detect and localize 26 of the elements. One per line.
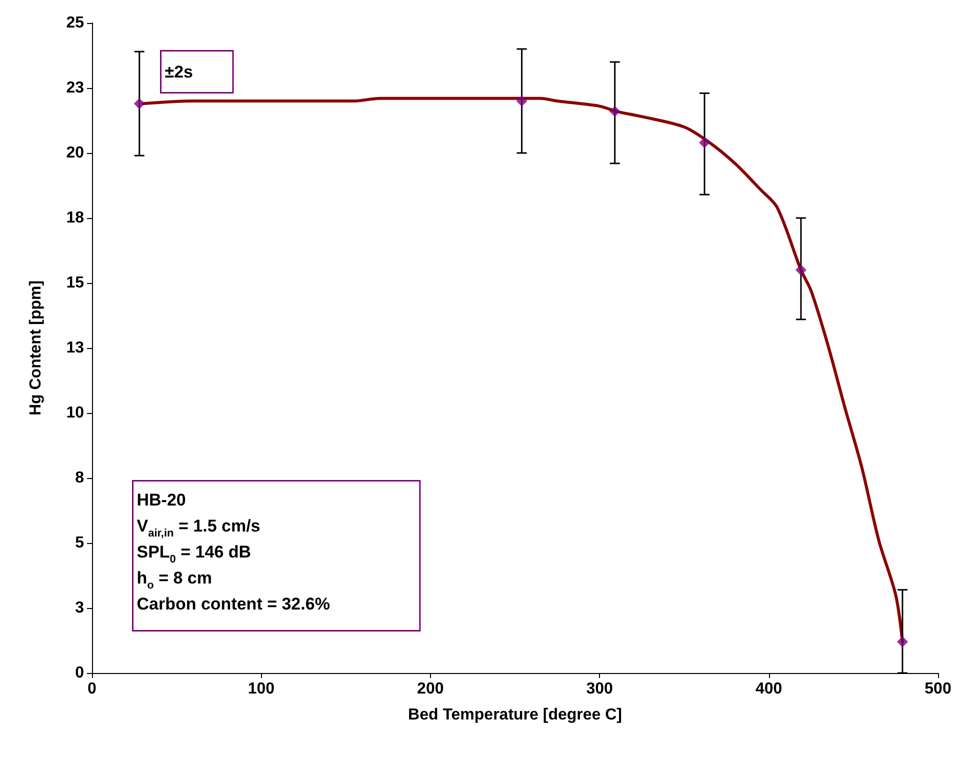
x-tick-label: 400 bbox=[755, 680, 782, 698]
y-tick-label: 18 bbox=[66, 210, 84, 226]
y-tick-label: 10 bbox=[66, 404, 84, 422]
y-tick-label: 3 bbox=[75, 600, 84, 616]
y-tick-label: 0 bbox=[75, 664, 84, 682]
x-axis-title: Bed Temperature [degree C] bbox=[408, 706, 622, 724]
y-tick-label: 5 bbox=[75, 534, 84, 552]
y-tick-label: 8 bbox=[75, 470, 84, 486]
y-tick-label: 15 bbox=[66, 274, 84, 292]
point bbox=[609, 106, 620, 117]
y-tick-label: 25 bbox=[66, 14, 84, 32]
x-tick-label: 500 bbox=[924, 680, 952, 698]
point bbox=[896, 636, 908, 648]
y-tick-label: 20 bbox=[66, 144, 84, 162]
x-tick-label: 0 bbox=[88, 680, 97, 698]
y-tick-label: 23 bbox=[66, 80, 84, 96]
point bbox=[516, 96, 528, 106]
x-tick-label: 100 bbox=[248, 680, 275, 698]
x-tick-label: 200 bbox=[417, 680, 444, 698]
point bbox=[134, 98, 145, 110]
x-tick-label: 300 bbox=[586, 680, 614, 698]
y-axis-title: Hg Content [ppm] bbox=[28, 280, 44, 416]
annotation: ±2s bbox=[164, 62, 193, 82]
point bbox=[699, 137, 710, 148]
point bbox=[795, 264, 806, 276]
y-tick-label: 13 bbox=[66, 340, 84, 356]
